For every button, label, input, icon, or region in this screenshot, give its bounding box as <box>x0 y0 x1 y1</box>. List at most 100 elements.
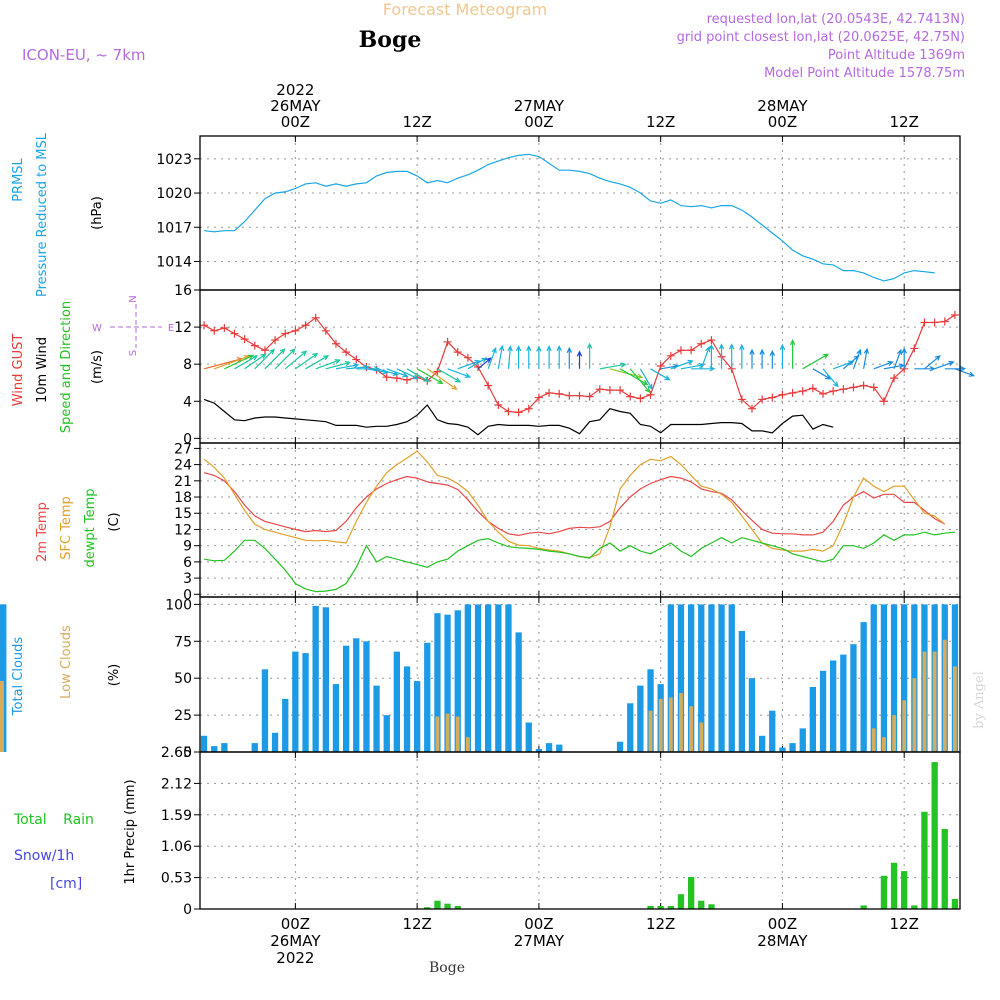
plots-layer: 1014101710201023048121603691215182124270… <box>0 81 975 967</box>
wind-arrow <box>619 368 649 386</box>
gust-point <box>859 381 868 390</box>
wind-arrow <box>852 348 862 370</box>
bar-low-clouds <box>902 700 907 752</box>
gust-point <box>829 387 838 396</box>
panel-0: 1014 1017 1020 1023 <box>156 135 961 291</box>
bar-total-clouds <box>485 604 492 752</box>
bar-total-clouds <box>809 687 816 752</box>
bar-total-rain <box>708 904 715 909</box>
wind-arrow <box>264 348 286 370</box>
bottom-time-label: 00Z <box>524 915 553 933</box>
bar-total-clouds <box>221 743 228 752</box>
bar-total-rain <box>941 829 948 909</box>
precip-labels: Total Rain Snow/1h [cm] 1hr Precip (mm) <box>13 779 138 892</box>
y-tick-label: 1020 <box>156 186 192 202</box>
gust-point <box>788 388 797 397</box>
gust-point <box>494 400 503 409</box>
wind-arrow <box>416 368 444 384</box>
bar-total-rain <box>454 906 461 909</box>
bar-total-rain <box>647 906 654 909</box>
bottom-time-label: 27MAY <box>514 932 565 950</box>
bar-total-rain <box>911 905 918 909</box>
gust-point <box>676 346 685 355</box>
bar-total-clouds <box>880 604 888 752</box>
bottom-time-label: 2022 <box>276 949 314 967</box>
gust-point <box>240 335 249 344</box>
top-time-label: 26MAY <box>270 97 321 115</box>
series-line-sfc-temp <box>203 450 946 559</box>
gust-point <box>250 341 259 350</box>
bar-total-clouds <box>677 604 685 752</box>
bar-total-clouds <box>799 728 806 752</box>
gust-point <box>890 374 899 383</box>
panel-1: 0 4 8 12 16 <box>174 283 975 447</box>
wind-labels: Wind GUST 10m Wind Speed and Direction (… <box>11 295 174 433</box>
wind-arrow <box>315 359 341 370</box>
wind-arrow <box>305 355 330 370</box>
wind-arrow <box>901 347 907 369</box>
wind-arrow <box>274 348 296 370</box>
bar-total-rain <box>880 875 888 909</box>
cloud-labels: Total Clouds Low Clouds (%) <box>11 625 122 716</box>
top-time-label: 00Z <box>524 113 553 131</box>
wind-arrow <box>873 360 894 370</box>
bar-low-clouds <box>871 728 876 752</box>
gust-point <box>484 381 493 390</box>
y-tick-label: 0 <box>183 587 192 603</box>
bar-total-clouds <box>322 607 329 752</box>
bar-total-clouds <box>343 645 350 752</box>
bar-total-clouds <box>535 749 543 752</box>
wind-arrow <box>487 347 497 370</box>
bar-total-clouds <box>647 669 654 752</box>
y-tick-label: 6 <box>183 555 192 571</box>
bar-low-clouds <box>932 651 937 752</box>
total-clouds-label: Total Clouds <box>11 637 26 717</box>
rain-label: Total Rain <box>13 812 94 828</box>
bar-low-clouds <box>466 737 470 752</box>
gust-point <box>595 385 604 394</box>
wind-arrow <box>586 342 593 369</box>
top-time-label: 00Z <box>281 113 310 131</box>
y-tick-label: 1023 <box>156 152 192 168</box>
gust-point <box>534 393 543 402</box>
wind-arrow <box>944 366 967 372</box>
bar-total-rain <box>890 862 898 909</box>
bar-low-clouds <box>679 693 683 752</box>
top-time-label: 2022 <box>276 81 314 99</box>
gust-point <box>504 407 513 416</box>
gust-point <box>555 389 564 398</box>
bar-low-clouds <box>892 715 896 752</box>
y-tick-label: 27 <box>174 441 192 457</box>
bar-total-clouds <box>211 746 218 752</box>
wind-arrow <box>224 354 255 370</box>
model-altitude: Model Point Altitude 1578.75m <box>764 66 965 81</box>
bar-total-rain <box>444 903 451 909</box>
gust-point <box>910 344 919 353</box>
y-tick-label: 0 <box>183 902 192 918</box>
gust-point <box>950 311 959 320</box>
bar-total-clouds <box>708 604 715 752</box>
temp2m-label: 2m Temp <box>35 502 50 562</box>
bar-total-clouds <box>515 632 522 752</box>
bar-total-clouds <box>738 631 745 752</box>
bar-low-clouds <box>922 651 927 752</box>
bar-low-clouds <box>953 666 957 752</box>
wind-arrow <box>691 366 716 372</box>
gust-point <box>514 408 523 417</box>
wind-arrow <box>670 359 694 370</box>
bar-low-clouds <box>699 722 704 752</box>
wind-arrow <box>739 343 745 369</box>
gust-point <box>697 339 706 348</box>
bar-total-clouds <box>373 685 380 752</box>
gust-point <box>352 355 361 364</box>
panel-4: 0 0.53 1.06 1.59 2.12 2.65 <box>161 745 961 918</box>
watermark: by Angel <box>972 671 987 729</box>
gust-point <box>636 394 645 403</box>
bar-total-rain <box>698 900 705 909</box>
wind-arrow <box>426 368 458 390</box>
bar-low-clouds <box>0 681 4 752</box>
y-tick-label: 2.65 <box>161 745 192 761</box>
bar-total-clouds <box>434 613 441 752</box>
gust-point <box>260 346 269 355</box>
